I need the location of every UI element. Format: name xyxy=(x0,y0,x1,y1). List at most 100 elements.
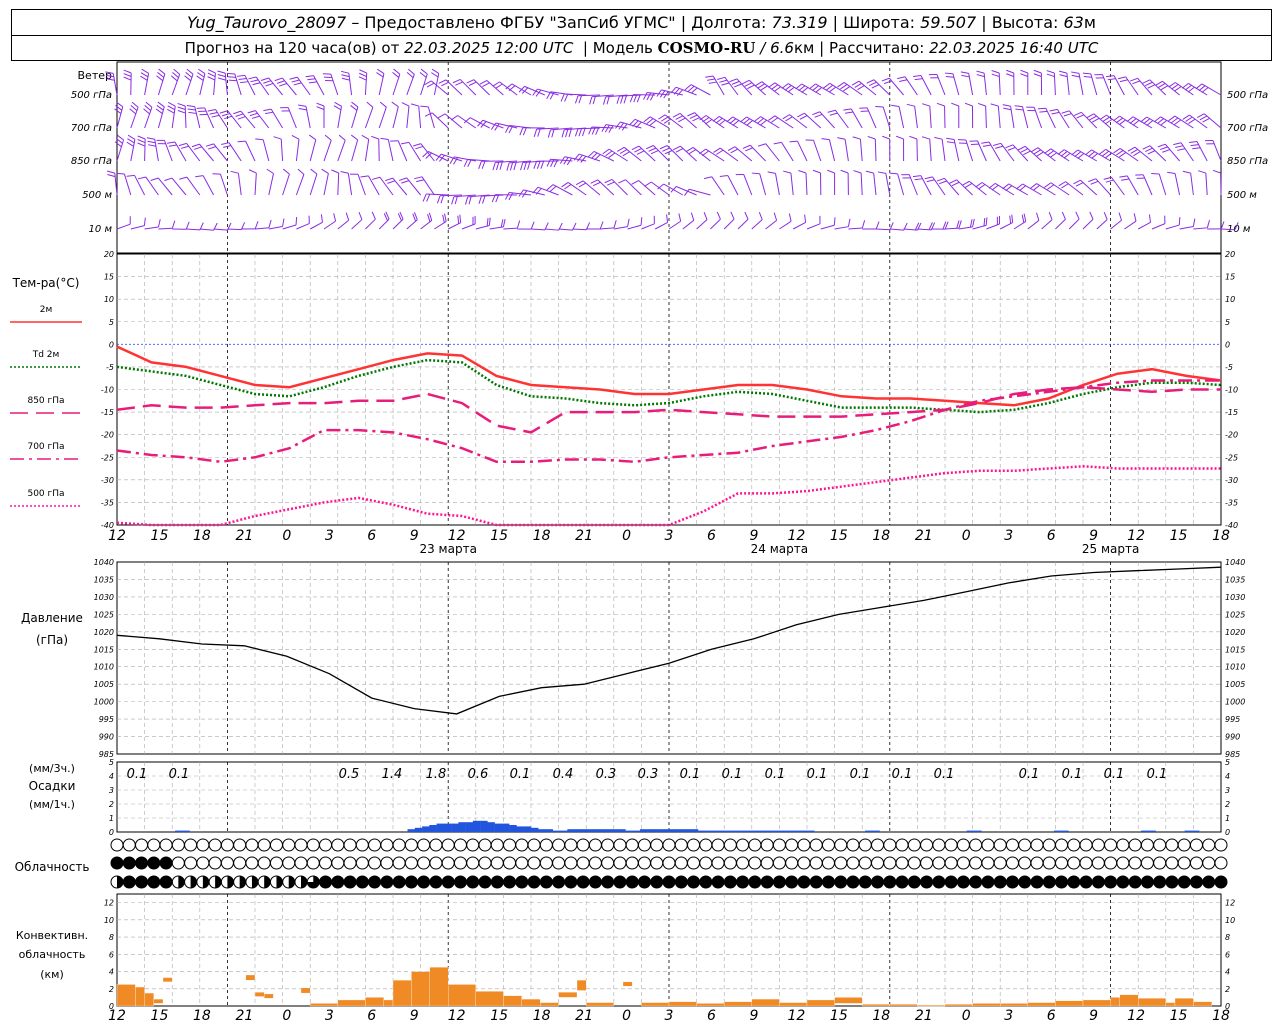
cloud-cover-icon xyxy=(1165,875,1179,889)
wind-barb-feather xyxy=(1036,212,1040,221)
wind-barb-feather xyxy=(690,87,698,94)
wind-barb-staff xyxy=(309,139,317,162)
wind-barb-feather xyxy=(310,168,318,175)
convective-bar xyxy=(337,999,366,1007)
wind-barb-feather xyxy=(875,221,880,230)
wind-barb-feather xyxy=(852,136,861,140)
temp-xtick-label: 18 xyxy=(872,528,890,544)
wind-barb-feather xyxy=(520,162,524,171)
cloud-cover-icon xyxy=(601,856,615,870)
wind-barb-feather xyxy=(291,135,300,140)
wind-barb-feather xyxy=(333,105,342,111)
cloud-icon-circle xyxy=(895,875,909,889)
wind-barb-feather xyxy=(1059,70,1067,74)
wind-barb-staff xyxy=(1188,82,1208,96)
wind-level-label-left: 850 гПа xyxy=(71,156,112,167)
wind-barb-feather xyxy=(575,180,584,186)
wind-barb-staff xyxy=(1105,148,1125,162)
wind-barb-feather xyxy=(1130,148,1138,154)
wind-barb-feather xyxy=(742,144,751,149)
cloud-cover-icon xyxy=(1091,838,1105,852)
wind-barb-feather xyxy=(227,76,236,78)
wind-barb-staff xyxy=(1125,76,1139,96)
wind-barb-feather xyxy=(437,113,446,119)
precip-bar xyxy=(748,830,757,832)
cloud-icon-circle xyxy=(404,875,418,889)
cloud-icon-circle xyxy=(920,856,934,870)
wind-barb-feather xyxy=(115,138,123,144)
cloud-cover-icon xyxy=(453,856,467,870)
wind-barb-feather xyxy=(646,92,652,101)
wind-barb-feather xyxy=(1071,74,1080,78)
wind-barb-staff xyxy=(898,106,905,129)
temp-xtick-label: 21 xyxy=(575,528,593,544)
cloud-cover-icon xyxy=(478,875,492,889)
wind-barb-feather xyxy=(787,86,795,93)
cloud-icon-circle xyxy=(343,875,357,889)
wind-barb-feather xyxy=(798,170,807,174)
convective-bar xyxy=(411,971,430,1007)
wind-barb-staff xyxy=(268,225,283,230)
precip-bar xyxy=(182,830,190,832)
cloud-icon-circle xyxy=(441,875,455,889)
wind-barb-feather xyxy=(480,121,487,128)
wind-barb-staff xyxy=(1010,106,1015,129)
model-label: Модель xyxy=(592,39,653,57)
wind-barb-staff xyxy=(641,223,655,230)
cloud-icon-circle xyxy=(1140,856,1154,870)
wind-barb-staff xyxy=(228,142,242,162)
wind-barb-staff xyxy=(255,76,270,96)
wind-barb-feather xyxy=(1088,151,1095,158)
wind-barb-feather xyxy=(116,101,124,108)
wind-barb-feather xyxy=(1029,183,1037,189)
wind-barb-feather xyxy=(688,149,697,155)
wind-barb-feather xyxy=(228,79,237,82)
cloud-cover-icon xyxy=(441,875,455,889)
wind-barb-feather xyxy=(518,86,525,93)
wind-barb-feather xyxy=(745,147,753,152)
cloud-icon-circle xyxy=(772,838,786,852)
wind-barb-feather xyxy=(601,124,607,132)
wind-barb-feather xyxy=(376,68,385,74)
wind-barb-feather xyxy=(595,127,600,135)
wind-barb-feather xyxy=(140,75,148,81)
wind-barb-feather xyxy=(266,168,274,174)
wind-barb-feather xyxy=(486,218,489,227)
wind-barb-feather xyxy=(599,221,604,230)
cloud-cover-icon xyxy=(380,875,394,889)
wind-barb-feather xyxy=(482,195,486,204)
wind-barb-feather xyxy=(248,76,257,80)
wind-barb-feather xyxy=(268,219,272,228)
wind-barb-staff xyxy=(421,176,435,196)
precip-amount-label: 0.6 xyxy=(468,767,489,782)
wind-barb-feather xyxy=(208,146,216,150)
cloud-icon-circle xyxy=(711,856,725,870)
wind-barb-feather xyxy=(592,96,596,105)
cloud-icon-circle xyxy=(1202,856,1216,870)
cloud-cover-icon xyxy=(1030,838,1044,852)
cloud-cover-icon xyxy=(110,856,124,870)
wind-barb-feather xyxy=(1074,151,1082,158)
cloud-cover-icon xyxy=(220,856,234,870)
convective-xtick-label: 3 xyxy=(665,1008,674,1024)
cloud-icon-circle xyxy=(1055,856,1069,870)
cloud-cover-icon xyxy=(662,875,676,889)
cloud-icon-circle xyxy=(981,856,995,870)
cloud-cover-icon xyxy=(282,838,296,852)
wind-barb-feather xyxy=(137,176,146,180)
wind-barb-feather xyxy=(840,84,848,90)
wind-barb-feather xyxy=(351,101,359,108)
wind-barb-staff xyxy=(1113,75,1125,96)
wind-barb-staff xyxy=(634,118,656,129)
wind-barb-feather xyxy=(784,85,792,91)
temp-legend-label: 500 гПа xyxy=(27,489,64,499)
wind-barb-feather xyxy=(179,176,188,180)
wind-barb-staff xyxy=(524,85,545,96)
wind-barb-feather xyxy=(410,103,419,107)
wind-barb-staff xyxy=(1190,173,1194,196)
wind-barb-feather xyxy=(847,218,851,227)
wind-barb-staff xyxy=(123,173,132,196)
wind-barb-feather xyxy=(508,192,514,201)
cloud-icon-circle xyxy=(1165,875,1179,889)
wind-barb-feather xyxy=(566,157,572,166)
